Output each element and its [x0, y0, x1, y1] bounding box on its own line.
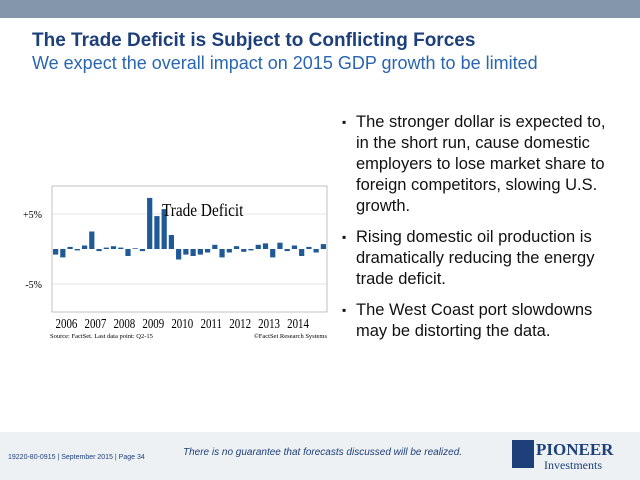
bar — [248, 249, 254, 251]
bar — [161, 209, 167, 249]
bar — [53, 249, 59, 255]
bar — [168, 235, 175, 249]
x-tick-label: 2006 — [56, 316, 78, 332]
bar — [284, 249, 290, 252]
bar — [291, 245, 298, 249]
credit-note: ©FactSet Research Systems — [254, 333, 328, 340]
bar — [197, 249, 203, 255]
bar — [219, 249, 225, 258]
bar — [176, 249, 182, 260]
bar — [306, 246, 312, 249]
bar — [103, 247, 109, 249]
bar — [125, 249, 131, 256]
chart: +5% -5% 2006 2007 2008 2009 2010 2011 2012 2013 20… — [23, 185, 328, 340]
bar — [183, 249, 189, 255]
page-code: 19220-80-0915 | September 2015 | Page 34 — [8, 454, 145, 461]
x-tick-label: 2013 — [258, 316, 280, 332]
bar — [74, 249, 80, 251]
bar — [277, 242, 283, 249]
bar — [132, 248, 138, 249]
bar — [139, 249, 146, 252]
x-tick-label: 2012 — [229, 316, 251, 332]
plot-area — [51, 185, 328, 313]
bar — [262, 243, 269, 249]
x-tick-label: 2007 — [85, 316, 107, 332]
bar — [255, 244, 261, 249]
bullet: Rising domestic oil production is dramat… — [342, 227, 622, 290]
top-bar — [0, 0, 640, 18]
x-tick-label: 2010 — [171, 316, 193, 332]
bar — [233, 246, 240, 249]
bar — [89, 231, 95, 249]
bar — [270, 249, 276, 258]
x-tick-label: 2008 — [113, 316, 135, 332]
title: The Trade Deficit is Subject to Conflict… — [32, 30, 476, 51]
bar — [320, 244, 326, 249]
bullet-list: The stronger dollar is expected to, in t… — [342, 112, 622, 352]
bar — [204, 249, 211, 253]
bar — [81, 245, 88, 249]
annotation: Trade Deficit — [162, 200, 244, 220]
disclaimer: There is no guarantee that forecasts dis… — [183, 447, 463, 458]
bar — [313, 249, 319, 253]
source-note: Source: FactSet. Last data point: Q2-15 — [50, 333, 153, 340]
bar — [67, 246, 73, 249]
y-tick-label: +5% — [23, 210, 42, 221]
x-tick-label: 2014 — [287, 316, 309, 332]
bar — [190, 249, 196, 256]
bar — [226, 249, 232, 253]
bar — [241, 249, 247, 252]
bullet: The stronger dollar is expected to, in t… — [342, 112, 622, 217]
bar — [154, 216, 160, 249]
bar — [299, 249, 305, 256]
logo-icon — [512, 440, 534, 468]
y-tick-label: -5% — [25, 280, 42, 291]
bar — [96, 249, 102, 252]
subtitle: We expect the overall impact on 2015 GDP… — [32, 53, 538, 73]
bar — [110, 246, 117, 249]
bullet: The West Coast port slowdowns may be dis… — [342, 300, 622, 342]
logo-text: PIONEER — [536, 440, 614, 459]
bar — [118, 247, 124, 249]
bar — [147, 197, 153, 249]
x-tick-label: 2009 — [142, 316, 164, 332]
x-tick-label: 2011 — [200, 316, 221, 332]
bar — [60, 249, 66, 258]
logo-text: Investments — [544, 458, 602, 472]
bar — [212, 244, 218, 249]
